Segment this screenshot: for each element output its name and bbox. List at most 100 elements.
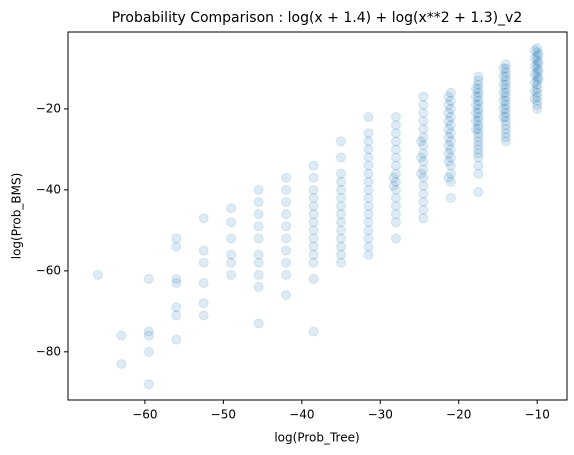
point [473,79,484,90]
point [308,201,319,212]
point [336,249,347,260]
point [308,184,319,195]
point [443,132,454,143]
point [473,160,484,171]
point [308,233,319,244]
point [198,298,209,309]
point [532,79,543,90]
point [281,184,292,195]
point [532,71,543,82]
point [418,91,429,102]
point [473,132,484,143]
point [418,172,429,183]
point [473,71,484,82]
point [500,79,511,90]
point [143,273,154,284]
point [500,71,511,82]
chart-title: Probability Comparison : log(x + 1.4) + … [112,10,523,26]
point [336,225,347,236]
point [498,95,509,106]
x-axis-label: log(Prob_Tree) [274,431,359,445]
point [532,91,543,102]
point [308,217,319,228]
point [308,160,319,171]
point [171,278,182,289]
point [470,91,481,102]
point [388,172,399,183]
point [498,71,509,82]
point [533,73,544,84]
point [390,233,401,244]
point [308,273,319,284]
point [363,241,374,252]
point [390,201,401,212]
point [443,140,454,151]
point [171,302,182,313]
point [500,116,511,127]
point [226,203,237,214]
point [390,136,401,147]
point [363,136,374,147]
point [116,358,127,369]
point [532,75,543,86]
y-tick-label: −40 [36,182,61,196]
point [336,257,347,268]
point [390,144,401,155]
point [443,91,454,102]
point [253,184,264,195]
point [143,346,154,357]
point [418,148,429,159]
point [418,99,429,110]
point [473,87,484,98]
point [445,176,456,187]
point [336,241,347,252]
point [500,95,511,106]
point [253,197,264,208]
point [532,95,543,106]
point [336,192,347,203]
point [500,99,511,110]
point [390,217,401,228]
point [308,172,319,183]
point [473,112,484,123]
point [443,107,454,118]
point [473,186,484,197]
point [473,128,484,139]
point [473,140,484,151]
point [498,63,509,74]
x-tick-label: −10 [525,408,550,422]
point [226,233,237,244]
point [363,168,374,179]
point [500,87,511,98]
point [281,233,292,244]
point [445,168,456,179]
point [281,257,292,268]
point [500,67,511,78]
point [336,168,347,179]
point [445,87,456,98]
point [418,140,429,151]
point [473,107,484,118]
point [418,107,429,118]
point [281,221,292,232]
point [473,75,484,86]
point [143,330,154,341]
point [388,180,399,191]
point [445,152,456,163]
point [473,124,484,135]
point [308,249,319,260]
point [532,59,543,70]
point [500,75,511,86]
point [418,180,429,191]
point [390,192,401,203]
point [529,77,540,88]
point [533,65,544,76]
point [363,144,374,155]
point [470,83,481,94]
point [281,172,292,183]
point [92,269,103,280]
point [198,278,209,289]
point [498,79,509,90]
point [171,241,182,252]
